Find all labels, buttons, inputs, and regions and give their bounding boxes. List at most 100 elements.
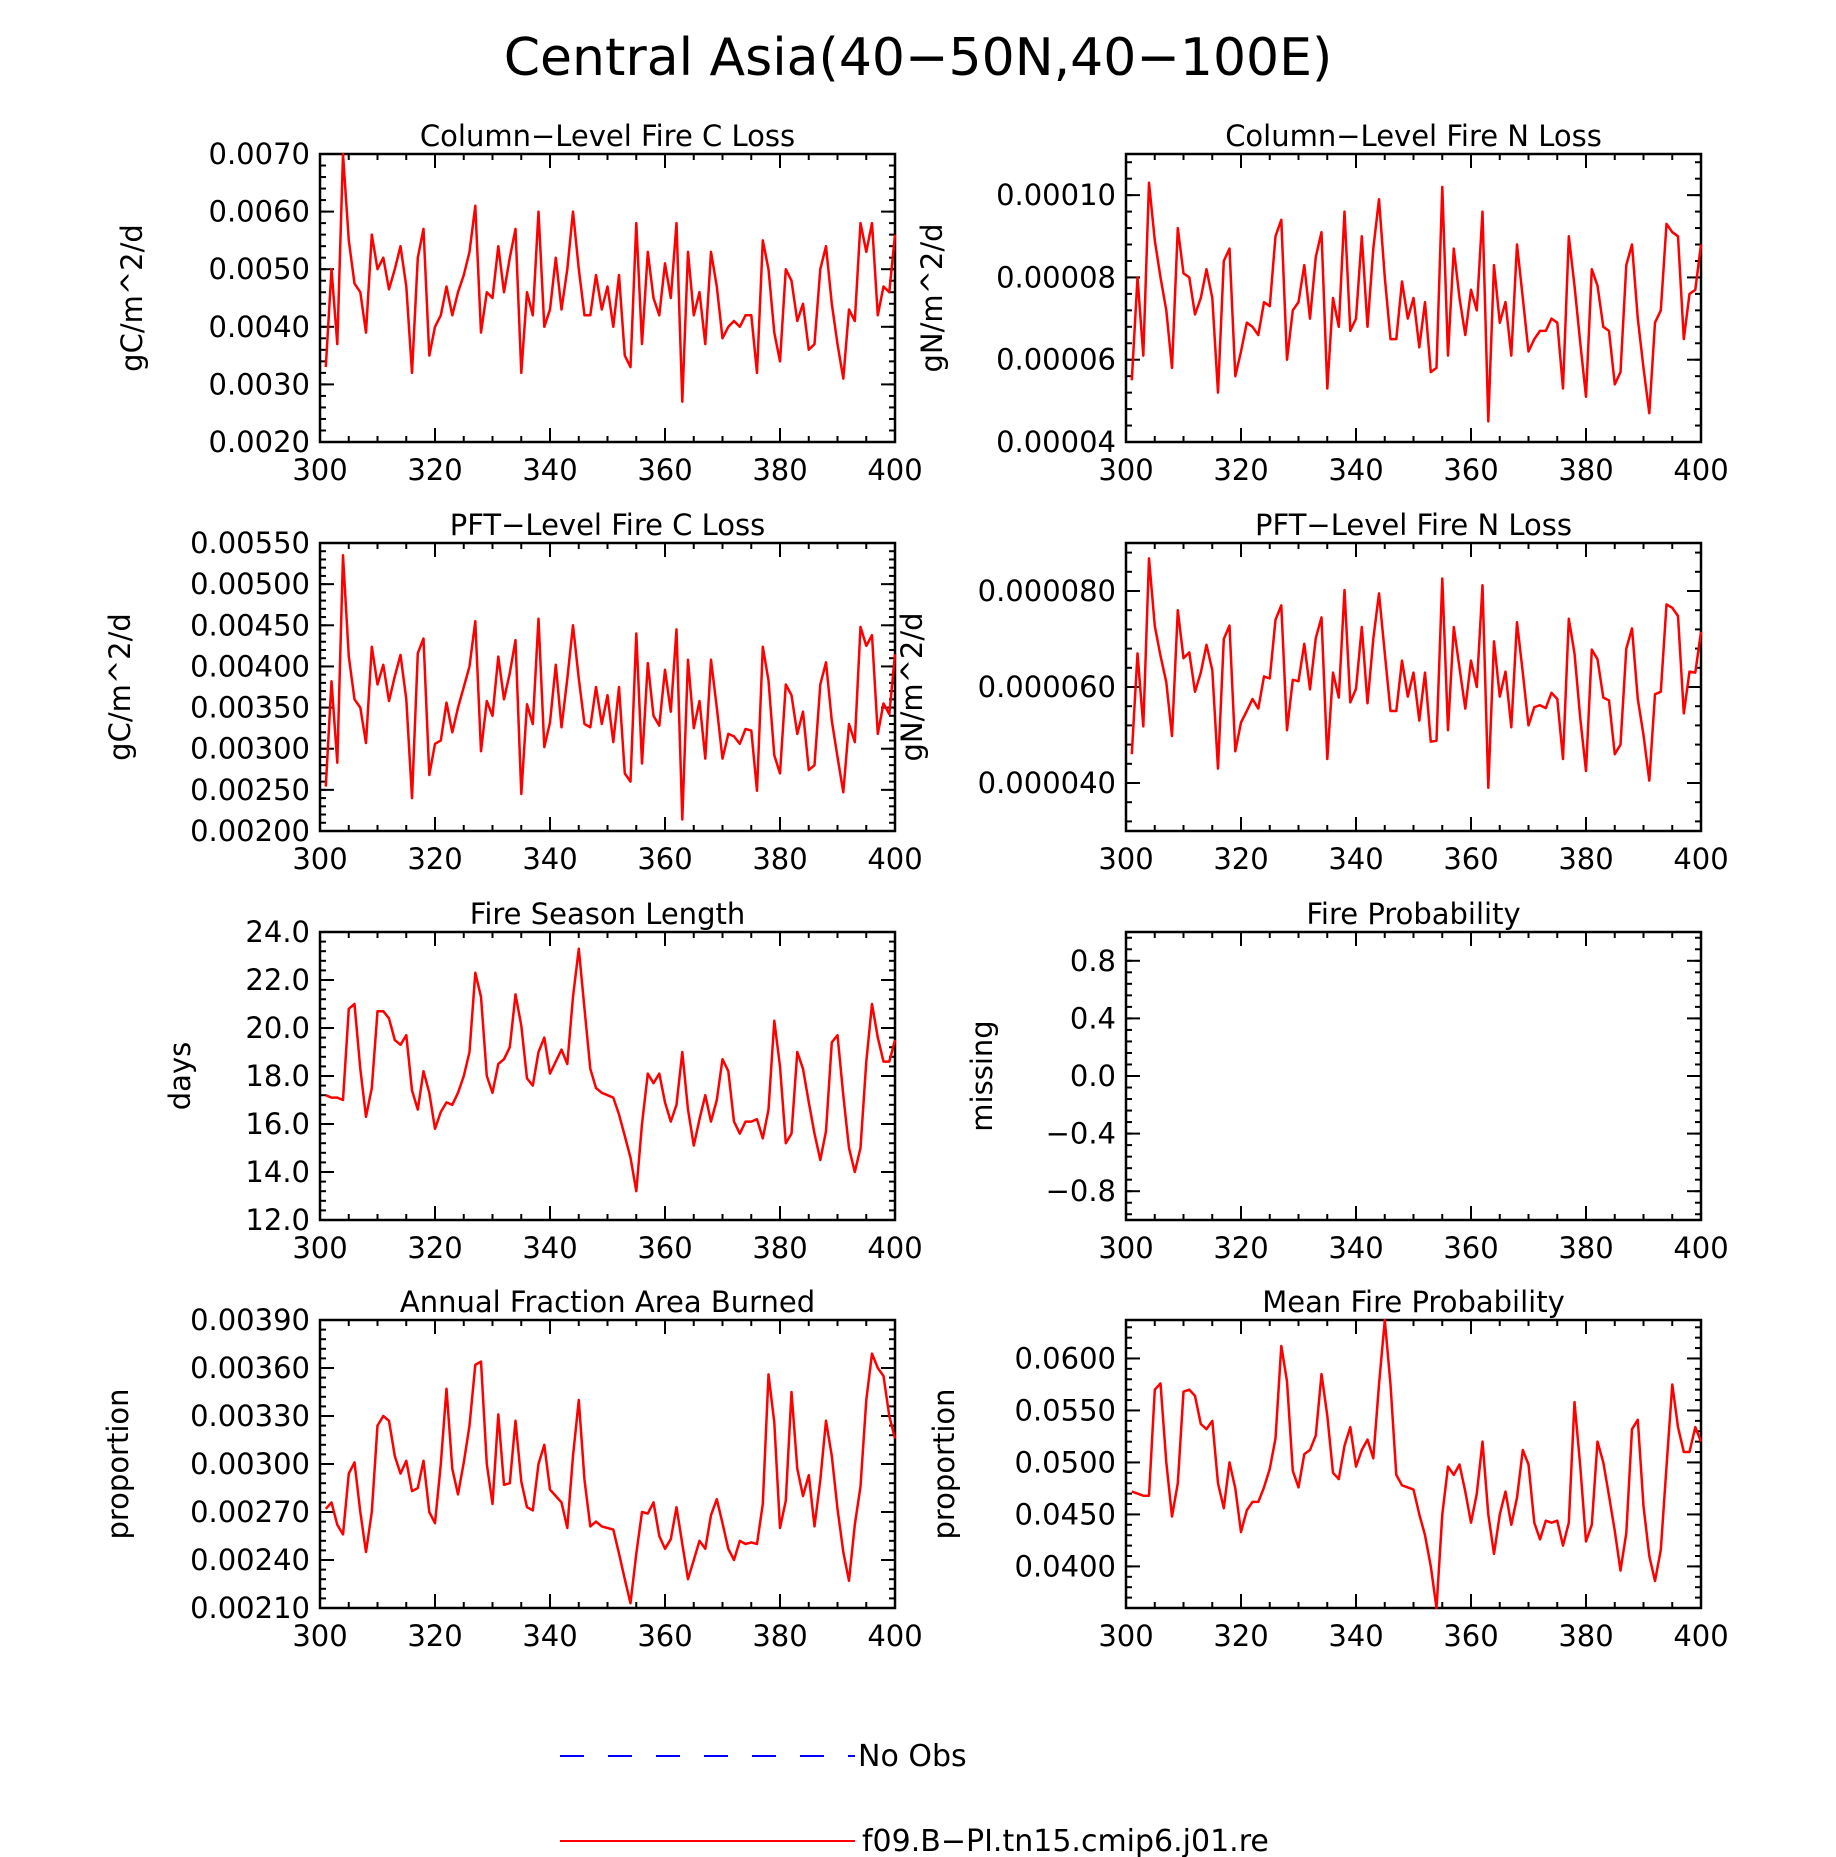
x-tick-label: 320 bbox=[407, 1231, 462, 1265]
x-tick-label: 400 bbox=[867, 1619, 922, 1653]
panel-title: Column−Level Fire N Loss bbox=[1225, 119, 1602, 153]
y-tick-label: 0.00270 bbox=[190, 1495, 310, 1529]
y-tick-label: 0.000080 bbox=[978, 574, 1116, 608]
panels: Column−Level Fire C Loss 300 320 340 360 380 4… bbox=[101, 119, 1729, 1653]
plot-frame bbox=[1124, 1318, 1703, 1610]
x-tick-label: 360 bbox=[637, 842, 692, 876]
y-tick-label: 0.00330 bbox=[190, 1399, 310, 1433]
y-tick-label: 0.000040 bbox=[978, 766, 1116, 800]
y-tick-label: 0.0040 bbox=[209, 310, 310, 344]
plot-frame bbox=[1124, 930, 1703, 1222]
y-tick-label: 16.0 bbox=[245, 1107, 310, 1141]
y-tick-label: −0.4 bbox=[1046, 1117, 1116, 1151]
y-tick-label: 14.0 bbox=[245, 1155, 310, 1189]
y-tick-label: 0.00500 bbox=[190, 567, 310, 601]
x-tick-label: 360 bbox=[1443, 842, 1498, 876]
x-tick-label: 380 bbox=[752, 1619, 807, 1653]
chart-panel-1: Column−Level Fire C Loss 300 320 340 360 380 4… bbox=[115, 119, 923, 487]
y-axis-label: days bbox=[163, 1042, 197, 1110]
series-line bbox=[1130, 557, 1703, 790]
panel-title: Fire Probability bbox=[1306, 897, 1520, 931]
x-tick-label: 300 bbox=[292, 842, 347, 876]
x-tick-label: 300 bbox=[1098, 1231, 1153, 1265]
legend-obs-label: No Obs bbox=[858, 1739, 967, 1774]
y-tick-label: 0.00550 bbox=[190, 526, 310, 560]
legend: No Obs f09.B−PI.tn15.cmip6.j01.re bbox=[560, 1739, 1269, 1857]
y-tick-label: 0.00360 bbox=[190, 1351, 310, 1385]
y-tick-label: 0.0400 bbox=[1015, 1549, 1116, 1583]
chart-panel-3: PFT−Level Fire C Loss 300 320 340 360 380 400 0… bbox=[103, 508, 923, 876]
y-tick-label: 0.0500 bbox=[1015, 1445, 1116, 1479]
x-tick-label: 360 bbox=[1443, 453, 1498, 487]
x-tick-label: 400 bbox=[1673, 1619, 1728, 1653]
panel-title: Mean Fire Probability bbox=[1262, 1285, 1565, 1319]
series-line bbox=[1131, 1318, 1703, 1610]
y-tick-label: 0.0050 bbox=[209, 252, 310, 286]
y-axis-label: gC/m^2/d bbox=[103, 613, 137, 761]
x-tick-label: 400 bbox=[867, 1231, 922, 1265]
x-tick-label: 320 bbox=[1213, 1619, 1268, 1653]
series-line bbox=[324, 152, 897, 403]
y-tick-label: 12.0 bbox=[245, 1203, 310, 1237]
y-tick-label: 18.0 bbox=[245, 1059, 310, 1093]
panel-title: Annual Fraction Area Burned bbox=[400, 1285, 815, 1319]
y-tick-label: 0.00004 bbox=[996, 425, 1116, 459]
series-line bbox=[324, 554, 897, 821]
x-tick-label: 320 bbox=[1213, 453, 1268, 487]
x-tick-label: 340 bbox=[1328, 842, 1383, 876]
y-tick-label: 0.00300 bbox=[190, 732, 310, 766]
y-tick-label: 0.00006 bbox=[996, 343, 1116, 377]
panel-title: PFT−Level Fire N Loss bbox=[1255, 508, 1572, 542]
y-axis-label: gN/m^2/d bbox=[915, 223, 949, 372]
chart-panel-8: Mean Fire Probability 300 320 340 360 380 400 0… bbox=[927, 1285, 1729, 1653]
y-tick-label: 0.8 bbox=[1070, 944, 1116, 978]
x-tick-label: 360 bbox=[637, 1231, 692, 1265]
y-tick-label: 0.00010 bbox=[996, 178, 1116, 212]
y-tick-label: 0.0070 bbox=[209, 137, 310, 171]
y-tick-label: 0.00250 bbox=[190, 773, 310, 807]
y-tick-label: 0.000060 bbox=[978, 670, 1116, 704]
y-tick-label: 0.00240 bbox=[190, 1543, 310, 1577]
y-axis-label: missing bbox=[965, 1020, 999, 1131]
x-tick-label: 300 bbox=[292, 1619, 347, 1653]
figure-title: Central Asia(40−50N,40−100E) bbox=[504, 28, 1333, 88]
chart-panel-7: Annual Fraction Area Burned 300 320 340 360 3… bbox=[101, 1285, 923, 1653]
x-tick-label: 400 bbox=[867, 453, 922, 487]
x-tick-label: 400 bbox=[1673, 1231, 1728, 1265]
x-tick-label: 320 bbox=[407, 842, 462, 876]
x-tick-label: 320 bbox=[407, 1619, 462, 1653]
x-tick-label: 340 bbox=[522, 1619, 577, 1653]
y-tick-label: 0.00450 bbox=[190, 608, 310, 642]
x-tick-label: 300 bbox=[1098, 1619, 1153, 1653]
x-tick-label: 360 bbox=[1443, 1231, 1498, 1265]
y-tick-label: 0.0550 bbox=[1015, 1393, 1116, 1427]
y-tick-label: 0.0600 bbox=[1015, 1341, 1116, 1375]
y-axis-label: gC/m^2/d bbox=[115, 224, 149, 372]
x-tick-label: 400 bbox=[867, 842, 922, 876]
x-tick-label: 340 bbox=[1328, 453, 1383, 487]
panel-title: Fire Season Length bbox=[470, 897, 745, 931]
y-tick-label: 0.00350 bbox=[190, 691, 310, 725]
x-tick-label: 340 bbox=[1328, 1619, 1383, 1653]
x-tick-label: 340 bbox=[1328, 1231, 1383, 1265]
y-tick-label: 0.00300 bbox=[190, 1447, 310, 1481]
x-tick-label: 320 bbox=[1213, 842, 1268, 876]
y-axis-label: proportion bbox=[927, 1388, 961, 1539]
series-line bbox=[324, 1352, 897, 1605]
x-tick-label: 380 bbox=[1558, 1619, 1613, 1653]
y-tick-label: 0.00008 bbox=[996, 260, 1116, 294]
x-tick-label: 380 bbox=[752, 453, 807, 487]
y-tick-label: 0.0450 bbox=[1015, 1497, 1116, 1531]
series-line bbox=[1130, 181, 1703, 423]
chart-panel-6: Fire Probability 300 320 340 360 380 400 −0.8 −0… bbox=[965, 897, 1729, 1265]
x-tick-label: 400 bbox=[1673, 842, 1728, 876]
x-tick-label: 380 bbox=[752, 842, 807, 876]
x-tick-label: 300 bbox=[292, 1231, 347, 1265]
x-tick-label: 360 bbox=[637, 453, 692, 487]
x-tick-label: 400 bbox=[1673, 453, 1728, 487]
x-tick-label: 360 bbox=[637, 1619, 692, 1653]
y-tick-label: 0.0030 bbox=[209, 367, 310, 401]
panel-title: PFT−Level Fire C Loss bbox=[450, 508, 766, 542]
legend-model-label: f09.B−PI.tn15.cmip6.j01.re bbox=[862, 1824, 1269, 1857]
chart-panel-5: Fire Season Length 300 320 340 360 380 400 12.0… bbox=[163, 897, 923, 1265]
